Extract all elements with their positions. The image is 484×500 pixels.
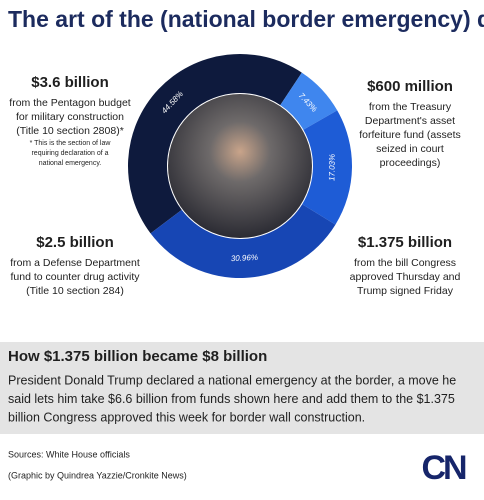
callout-amount: $600 million xyxy=(367,78,453,95)
callout-text: (Title 10 section 284) xyxy=(26,285,124,297)
callout-text: for military construction xyxy=(16,111,124,123)
slice-label: 30.96% xyxy=(231,253,259,263)
slice-label: 17.03% xyxy=(327,154,336,181)
callout-note: requiring declaration of a xyxy=(31,150,108,157)
callout-text: approved Thursday and xyxy=(350,271,461,283)
photo xyxy=(168,94,312,238)
slice xyxy=(127,53,302,234)
callout-text: from the bill Congress xyxy=(354,257,456,269)
explainer-text: said lets him take $6.6 billion from fun… xyxy=(8,392,455,406)
sources: Sources: White House officials xyxy=(8,449,130,459)
explainer-box xyxy=(0,342,484,434)
slice xyxy=(302,110,352,225)
callout-amount: $1.375 billion xyxy=(358,234,452,251)
callout-note: * This is the section of law xyxy=(30,140,112,147)
slice xyxy=(150,204,336,279)
callout-text: forfeiture fund (assets xyxy=(359,129,461,141)
callout-text: from a Defense Department xyxy=(10,257,140,269)
callout-text: (Title 10 section 2808)* xyxy=(16,125,124,137)
callout-text: Department's asset xyxy=(365,115,455,127)
callout-text: Trump signed Friday xyxy=(357,285,454,297)
explainer-text: President Donald Trump declared a nation… xyxy=(8,373,456,387)
callout-text: from the Treasury xyxy=(369,101,452,113)
callout-text: fund to counter drug activity xyxy=(11,271,141,283)
callout-text: seized in court xyxy=(376,143,444,155)
explainer-text: billion Congress approved this week for … xyxy=(8,410,365,424)
title: The art of the (national border emergenc… xyxy=(8,6,484,32)
callout-amount: $3.6 billion xyxy=(31,74,109,91)
explainer-heading: How $1.375 billion became $8 billion xyxy=(8,348,267,365)
slice xyxy=(280,72,338,130)
callout-text: proceedings) xyxy=(380,157,441,169)
callout-text: from the Pentagon budget xyxy=(9,97,131,109)
callout-note: national emergency. xyxy=(39,160,102,167)
logo: CN xyxy=(421,449,466,487)
credit: (Graphic by Quindrea Yazzie/Cronkite New… xyxy=(8,470,187,480)
callout-amount: $2.5 billion xyxy=(36,234,114,251)
